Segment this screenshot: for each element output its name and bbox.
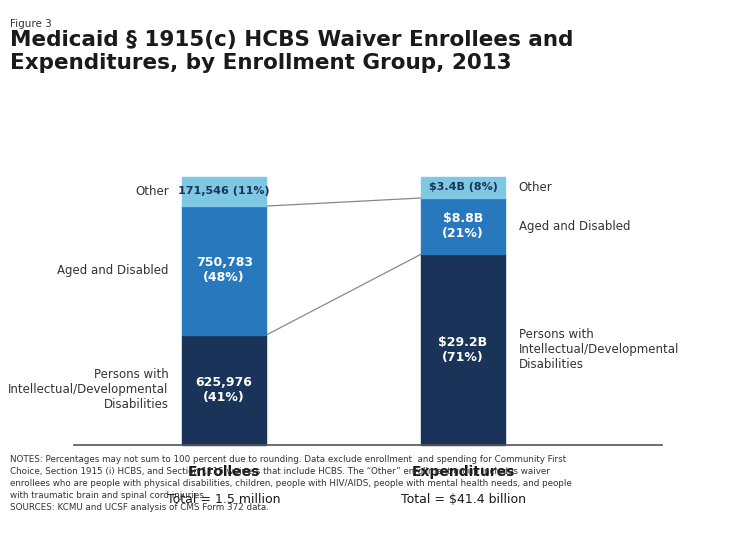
Text: Total = 1.5 million: Total = 1.5 million [168,493,281,506]
Text: Enrollees: Enrollees [188,465,260,479]
Text: Expenditures: Expenditures [412,465,514,479]
Text: Other: Other [135,185,168,198]
Bar [420,255,506,445]
Bar [182,206,266,335]
Bar [420,176,506,198]
Text: Persons with
Intellectual/Developmental
Disabilities: Persons with Intellectual/Developmental … [8,369,168,412]
Bar [420,198,506,255]
Bar [182,176,266,206]
Text: 171,546 (11%): 171,546 (11%) [179,186,270,196]
Text: Other: Other [519,181,552,194]
Bar [182,335,266,445]
Text: NOTES: Percentages may not sum to 100 percent due to rounding. Data exclude enro: NOTES: Percentages may not sum to 100 pe… [10,455,572,512]
Text: Total = $41.4 billion: Total = $41.4 billion [401,493,526,506]
Text: $8.8B
(21%): $8.8B (21%) [442,212,484,240]
Text: 750,783
(48%): 750,783 (48%) [196,257,253,284]
Text: Aged and Disabled: Aged and Disabled [519,220,630,233]
Text: Medicaid § 1915(c) HCBS Waiver Enrollees and
Expenditures, by Enrollment Group, : Medicaid § 1915(c) HCBS Waiver Enrollees… [10,30,573,73]
Text: Aged and Disabled: Aged and Disabled [57,264,168,277]
Text: 625,976
(41%): 625,976 (41%) [196,376,253,404]
Text: $29.2B
(71%): $29.2B (71%) [439,336,487,364]
Text: $3.4B (8%): $3.4B (8%) [429,182,498,192]
Text: Figure 3: Figure 3 [10,19,52,29]
Text: THE HENRY J.: THE HENRY J. [655,493,694,498]
Text: Persons with
Intellectual/Developmental
Disabilities: Persons with Intellectual/Developmental … [519,328,679,371]
Text: FAMILY: FAMILY [651,520,698,532]
Text: FOUNDATION: FOUNDATION [655,537,694,542]
Text: KAISER: KAISER [650,504,698,517]
